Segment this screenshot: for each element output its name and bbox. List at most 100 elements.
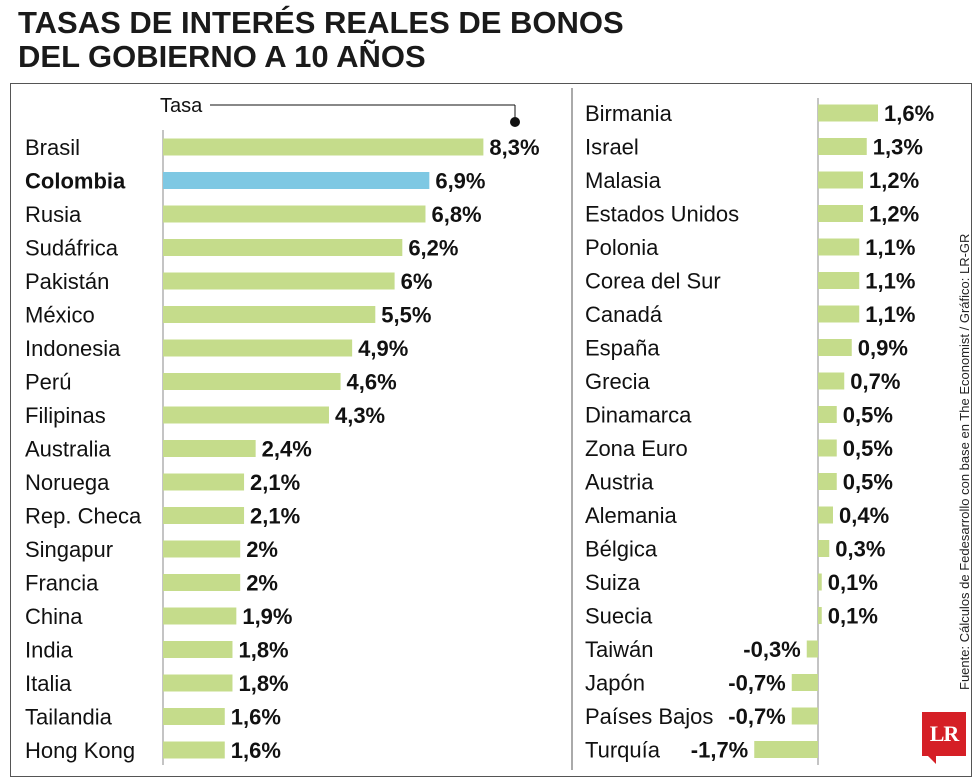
category-label-filipinas: Filipinas [25, 403, 106, 428]
category-label-india: India [25, 638, 73, 663]
value-label-alemania: 0,4% [839, 503, 889, 528]
value-label-turquia: -1,7% [691, 738, 748, 763]
category-label-mexico: México [25, 303, 95, 328]
right-panel: Birmania 1,6% Israel 1,3% Malasia 1,2% Estados… [585, 98, 934, 765]
legend-dot [510, 117, 520, 127]
value-label-rep-checa: 2,1% [250, 504, 300, 529]
bar-india [163, 641, 233, 658]
bar-canada [818, 305, 860, 323]
value-label-indonesia: 4,9% [358, 336, 408, 361]
bar-dinamarca [818, 406, 837, 423]
value-label-estados-unidos: 1,2% [869, 202, 919, 227]
category-label-rusia: Rusia [25, 202, 82, 227]
category-label-austria: Austria [585, 470, 654, 495]
bar-colombia [163, 172, 430, 189]
title-line-2: DEL GOBIERNO A 10 AÑOS [18, 39, 426, 74]
value-label-noruega: 2,1% [250, 470, 300, 495]
bar-turquia [754, 741, 818, 758]
value-label-canada: 1,1% [865, 302, 915, 327]
value-label-india: 1,8% [238, 638, 288, 663]
bar-china [163, 607, 237, 625]
category-label-turquia: Turquía [585, 738, 661, 763]
category-label-taiwan: Taiwán [585, 637, 653, 662]
value-label-filipinas: 4,3% [335, 403, 385, 428]
legend: Tasa [160, 95, 520, 127]
chart-frame [10, 83, 972, 777]
bar-suiza [818, 573, 822, 591]
category-label-italia: Italia [25, 671, 72, 696]
bar-polonia [818, 238, 860, 256]
bar-belgica [818, 540, 830, 557]
bar-sudafrica [163, 239, 403, 256]
value-label-hong-kong: 1,6% [231, 738, 281, 763]
lr-logo: LR [922, 712, 966, 764]
category-label-australia: Australia [25, 437, 111, 462]
bar-birmania [818, 104, 878, 122]
category-label-espana: España [585, 336, 660, 361]
value-label-peru: 4,6% [347, 370, 397, 395]
value-label-italia: 1,8% [238, 671, 288, 696]
value-label-dinamarca: 0,5% [843, 403, 893, 428]
value-label-israel: 1,3% [873, 135, 923, 160]
value-label-singapur: 2% [246, 537, 278, 562]
category-label-corea-del-sur: Corea del Sur [585, 269, 721, 294]
category-label-hong-kong: Hong Kong [25, 738, 135, 763]
value-label-malasia: 1,2% [869, 168, 919, 193]
category-label-birmania: Birmania [585, 101, 673, 126]
category-label-belgica: Bélgica [585, 537, 658, 562]
left-panel: Brasil 8,3% Colombia 6,9% Rusia 6,8% Sudáfrica… [25, 130, 540, 765]
bar-australia [163, 440, 256, 457]
bar-pakistan [163, 272, 395, 290]
bar-austria [818, 473, 837, 490]
category-label-colombia: Colombia [25, 169, 126, 194]
bar-corea-del-sur [818, 272, 860, 289]
bar-grecia [818, 372, 845, 390]
category-label-zona-euro: Zona Euro [585, 436, 688, 461]
value-label-polonia: 1,1% [865, 235, 915, 260]
bar-hong-kong [163, 741, 225, 759]
bar-peru [163, 373, 341, 390]
bar-estados-unidos [818, 205, 863, 222]
bar-francia [163, 574, 241, 591]
bar-taiwan [806, 640, 818, 658]
bar-mexico [163, 306, 376, 323]
bar-italia [163, 674, 233, 692]
value-label-china: 1,9% [242, 604, 292, 629]
category-label-noruega: Noruega [25, 470, 110, 495]
category-label-israel: Israel [585, 135, 639, 160]
value-label-japon: -0,7% [728, 671, 785, 696]
bar-espana [818, 339, 852, 356]
title-line-1: TASAS DE INTERÉS REALES DE BONOS [18, 5, 624, 40]
category-label-indonesia: Indonesia [25, 336, 121, 361]
bar-noruega [163, 473, 245, 491]
category-label-dinamarca: Dinamarca [585, 403, 692, 428]
value-label-taiwan: -0,3% [743, 637, 800, 662]
category-label-canada: Canadá [585, 302, 663, 327]
category-label-peru: Perú [25, 370, 71, 395]
category-label-alemania: Alemania [585, 503, 677, 528]
value-label-paises-bajos: -0,7% [728, 704, 785, 729]
bar-filipinas [163, 406, 329, 424]
category-label-singapur: Singapur [25, 537, 113, 562]
category-label-estados-unidos: Estados Unidos [585, 202, 739, 227]
value-label-belgica: 0,3% [835, 537, 885, 562]
category-label-paises-bajos: Países Bajos [585, 704, 713, 729]
bar-indonesia [163, 339, 353, 357]
legend-label: Tasa [160, 95, 203, 117]
value-label-sudafrica: 6,2% [408, 236, 458, 261]
bar-suecia [818, 607, 822, 624]
bar-rusia [163, 205, 426, 223]
category-label-francia: Francia [25, 571, 99, 596]
value-label-grecia: 0,7% [850, 369, 900, 394]
bar-zona-euro [818, 439, 837, 457]
category-label-sudafrica: Sudáfrica [25, 236, 119, 261]
value-label-rusia: 6,8% [431, 202, 481, 227]
category-label-suecia: Suecia [585, 604, 653, 629]
chart-title: TASAS DE INTERÉS REALES DE BONOS DEL GOB… [18, 6, 638, 74]
category-label-china: China [25, 604, 83, 629]
bar-paises-bajos [791, 707, 818, 725]
value-label-australia: 2,4% [262, 437, 312, 462]
bar-rep-checa [163, 507, 245, 524]
value-label-francia: 2% [246, 571, 278, 596]
